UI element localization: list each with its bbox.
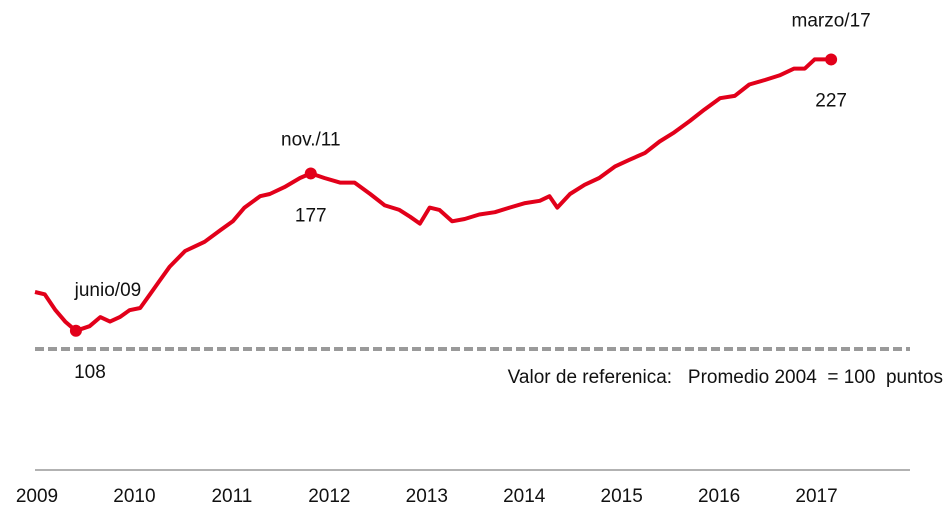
x-tick-label: 2014 <box>503 486 546 507</box>
x-tick-label: 2016 <box>698 486 740 507</box>
annotation-label: nov./11 <box>281 129 341 150</box>
x-tick-label: 2009 <box>16 486 58 507</box>
x-tick-label: 2015 <box>601 486 643 507</box>
x-tick-label: 2010 <box>113 486 155 507</box>
highlight-marker <box>69 324 82 337</box>
annotation-label: junio/09 <box>74 280 142 301</box>
x-tick-label: 2013 <box>406 486 448 507</box>
annotation-label: marzo/17 <box>792 10 871 31</box>
x-tick-label: 2011 <box>211 486 252 507</box>
annotation-value: 227 <box>815 90 847 111</box>
highlight-marker <box>304 167 317 180</box>
x-tick-label: 2017 <box>795 486 837 507</box>
highlight-marker <box>825 53 838 66</box>
reference-label: Valor de referenica: Promedio 2004 = 100… <box>508 367 943 388</box>
x-tick-label: 2012 <box>308 486 350 507</box>
annotation-value: 108 <box>74 362 106 383</box>
data-line <box>34 57 832 333</box>
annotation-value: 177 <box>295 205 327 226</box>
